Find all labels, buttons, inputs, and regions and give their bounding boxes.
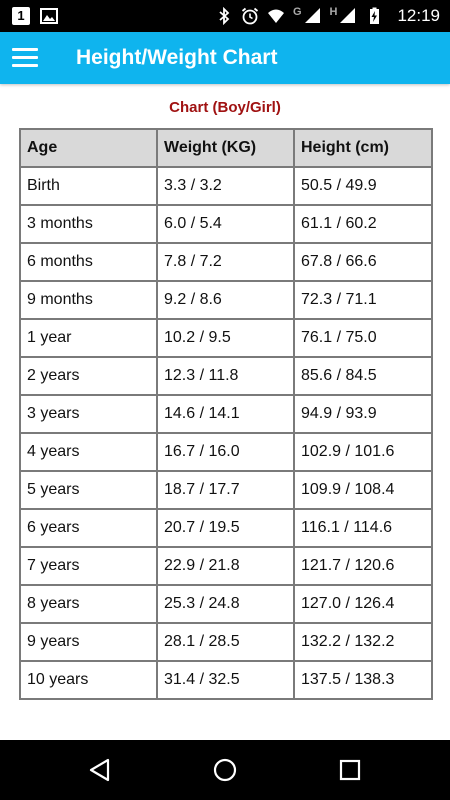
signal-g-icon [304,8,320,23]
cell-weight: 14.6 / 14.1 [156,394,295,434]
chart-caption: Chart (Boy/Girl) [169,99,281,116]
hamburger-menu-icon[interactable] [12,45,40,71]
table-row: 5 years 18.7 / 17.7 109.9 / 108.4 [19,470,433,510]
table-row: 6 years 20.7 / 19.5 116.1 / 114.6 [19,508,433,548]
table-row: 2 years 12.3 / 11.8 85.6 / 84.5 [19,356,433,396]
cell-weight: 6.0 / 5.4 [156,204,295,244]
table-header-row: Age Weight (KG) Height (cm) [19,128,433,168]
cell-height: 94.9 / 93.9 [293,394,433,434]
table-row: 4 years 16.7 / 16.0 102.9 / 101.6 [19,432,433,472]
cell-height: 132.2 / 132.2 [293,622,433,662]
status-time: 12:19 [397,6,440,25]
height-weight-table: Age Weight (KG) Height (cm) Birth 3.3 / 3… [19,128,433,700]
cell-weight: 12.3 / 11.8 [156,356,295,396]
alarm-icon [241,7,259,25]
bluetooth-icon [219,7,230,25]
cell-height: 102.9 / 101.6 [293,432,433,472]
cell-age: 5 years [19,470,158,510]
cell-weight: 7.8 / 7.2 [156,242,295,282]
cell-age: 2 years [19,356,158,396]
cell-age: 9 months [19,280,158,320]
status-right-icons: G H 12:19 [215,4,440,28]
cell-height: 76.1 / 75.0 [293,318,433,358]
cell-weight: 20.7 / 19.5 [156,508,295,548]
cell-weight: 31.4 / 32.5 [156,660,295,700]
cell-age: 7 years [19,546,158,586]
network-g-label: G [292,6,302,18]
cell-height: 61.1 / 60.2 [293,204,433,244]
table-row: 9 months 9.2 / 8.6 72.3 / 71.1 [19,280,433,320]
cell-age: 6 months [19,242,158,282]
back-icon[interactable] [84,754,116,786]
cell-height: 67.8 / 66.6 [293,242,433,282]
table-row: 3 months 6.0 / 5.4 61.1 / 60.2 [19,204,433,244]
recents-icon[interactable] [334,754,366,786]
home-icon[interactable] [209,754,241,786]
cell-age: 9 years [19,622,158,662]
navigation-bar [0,740,450,800]
column-header-age: Age [19,128,158,168]
cell-age: 10 years [19,660,158,700]
image-icon [40,8,58,24]
table-row: 1 year 10.2 / 9.5 76.1 / 75.0 [19,318,433,358]
cell-height: 121.7 / 120.6 [293,546,433,586]
cell-height: 127.0 / 126.4 [293,584,433,624]
cell-age: Birth [19,166,158,206]
app-bar: Height/Weight Chart [0,32,450,84]
cell-weight: 16.7 / 16.0 [156,432,295,472]
cell-height: 116.1 / 114.6 [293,508,433,548]
table-row: 6 months 7.8 / 7.2 67.8 / 66.6 [19,242,433,282]
column-header-weight: Weight (KG) [156,128,295,168]
cell-weight: 28.1 / 28.5 [156,622,295,662]
cell-height: 109.9 / 108.4 [293,470,433,510]
table-row: 7 years 22.9 / 21.8 121.7 / 120.6 [19,546,433,586]
cell-age: 3 months [19,204,158,244]
cell-age: 8 years [19,584,158,624]
sim-1-icon: 1 [12,7,30,25]
wifi-icon [267,9,284,23]
column-header-height: Height (cm) [293,128,433,168]
table-row: 10 years 31.4 / 32.5 137.5 / 138.3 [19,660,433,700]
cell-weight: 25.3 / 24.8 [156,584,295,624]
cell-height: 50.5 / 49.9 [293,166,433,206]
app-title: Height/Weight Chart [76,46,278,69]
cell-height: 137.5 / 138.3 [293,660,433,700]
battery-charging-icon [370,7,380,24]
table-row: 3 years 14.6 / 14.1 94.9 / 93.9 [19,394,433,434]
cell-age: 1 year [19,318,158,358]
cell-age: 4 years [19,432,158,472]
cell-age: 3 years [19,394,158,434]
cell-age: 6 years [19,508,158,548]
table-row: 8 years 25.3 / 24.8 127.0 / 126.4 [19,584,433,624]
status-bar: 1 G H 12:19 [0,0,450,32]
status-left-icons: 1 [12,6,58,26]
table-body: Birth 3.3 / 3.2 50.5 / 49.9 3 months 6.0 / 5… [19,166,433,700]
cell-weight: 3.3 / 3.2 [156,166,295,206]
cell-weight: 9.2 / 8.6 [156,280,295,320]
cell-weight: 18.7 / 17.7 [156,470,295,510]
cell-height: 85.6 / 84.5 [293,356,433,396]
table-row: 9 years 28.1 / 28.5 132.2 / 132.2 [19,622,433,662]
network-h-label: H [329,6,338,18]
table-row: Birth 3.3 / 3.2 50.5 / 49.9 [19,166,433,206]
cell-weight: 22.9 / 21.8 [156,546,295,586]
signal-h-icon [340,8,356,23]
cell-height: 72.3 / 71.1 [293,280,433,320]
cell-weight: 10.2 / 9.5 [156,318,295,358]
